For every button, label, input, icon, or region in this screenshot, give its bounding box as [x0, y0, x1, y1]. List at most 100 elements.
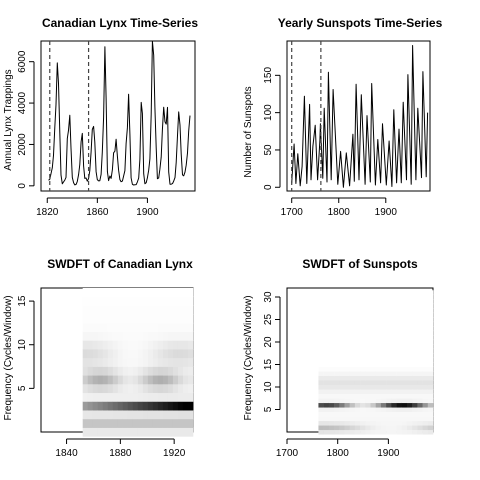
heatmap-cell: [422, 348, 429, 354]
heatmap-cell: [365, 416, 371, 422]
y-tick-label: 0: [263, 184, 274, 190]
heatmap-cell: [323, 420, 330, 426]
heatmap-cell: [172, 296, 179, 306]
heatmap-cell: [380, 384, 387, 390]
heatmap-cell: [417, 321, 423, 327]
heatmap-cell: [323, 425, 330, 431]
heatmap-cell: [318, 371, 324, 377]
heatmap-cell: [344, 362, 350, 368]
heatmap-cell: [391, 416, 397, 422]
heatmap-cell: [122, 349, 129, 359]
heatmap-cell: [386, 384, 392, 390]
heatmap-cell: [334, 362, 340, 368]
heatmap-cell: [102, 340, 109, 350]
heatmap-cell: [354, 411, 361, 417]
heatmap-cell: [82, 314, 89, 324]
heatmap-cell: [365, 362, 371, 368]
heatmap-cell: [323, 326, 330, 332]
heatmap-cell: [328, 411, 335, 417]
heatmap-cell: [422, 420, 429, 426]
heatmap-cell: [380, 362, 387, 368]
heatmap-cell: [344, 393, 350, 399]
heatmap-cell: [112, 296, 119, 306]
heatmap-cell: [142, 288, 149, 298]
heatmap-cell: [177, 375, 184, 385]
heatmap-cell: [427, 425, 434, 431]
heatmap-cell: [344, 303, 350, 309]
heatmap-cell: [147, 314, 154, 324]
heatmap-cell: [92, 375, 99, 385]
heatmap-cell: [318, 366, 324, 372]
heatmap-cell: [417, 375, 423, 381]
heatmap-cell: [87, 375, 94, 385]
heatmap-cell: [167, 401, 174, 411]
heatmap-cell: [360, 366, 366, 372]
heatmap-cell: [328, 308, 335, 314]
heatmap-cell: [102, 401, 109, 411]
heatmap-cell: [349, 416, 356, 422]
heatmap-cell: [112, 349, 119, 359]
heatmap-cell: [112, 427, 119, 437]
heatmap-cell: [182, 340, 189, 350]
heatmap-cell: [328, 402, 335, 408]
heatmap-cell: [334, 389, 340, 395]
heatmap-cell: [152, 314, 159, 324]
heatmap-cell: [354, 339, 361, 345]
heatmap-cell: [360, 429, 366, 435]
heatmap-cell: [344, 398, 350, 404]
heatmap-cell: [172, 357, 179, 367]
heatmap-cell: [318, 326, 324, 332]
heatmap-cell: [132, 314, 139, 324]
heatmap-cell: [427, 312, 434, 318]
heatmap-cell: [365, 357, 371, 363]
heatmap-cell: [92, 314, 99, 324]
heatmap-cell: [344, 357, 350, 363]
heatmap-cell: [323, 330, 330, 336]
heatmap-cell: [417, 299, 423, 305]
heatmap-cell: [162, 427, 169, 437]
heatmap-cell: [323, 344, 330, 350]
heatmap-cell: [328, 429, 335, 435]
heatmap-cell: [412, 375, 418, 381]
heatmap-cell: [401, 299, 408, 305]
heatmap-cell: [396, 407, 403, 413]
heatmap-cell: [137, 322, 144, 332]
lynx-ts-plot-frame: [40, 40, 196, 192]
heatmap-cell: [152, 322, 159, 332]
heatmap-cell: [318, 425, 324, 431]
heatmap-cell: [323, 339, 330, 345]
heatmap-cell: [422, 389, 429, 395]
heatmap-cell: [323, 312, 330, 318]
heatmap-cell: [117, 349, 124, 359]
heatmap-cell: [349, 299, 356, 305]
heatmap-cell: [412, 425, 418, 431]
heatmap-cell: [349, 380, 356, 386]
heatmap-cell: [87, 314, 94, 324]
heatmap-cell: [365, 344, 371, 350]
heatmap-cell: [339, 317, 345, 323]
heatmap-cell: [396, 402, 403, 408]
heatmap-cell: [406, 335, 413, 341]
heatmap-cell: [117, 296, 124, 306]
heatmap-cell: [112, 288, 119, 298]
heatmap-cell: [427, 429, 434, 435]
heatmap-cell: [339, 299, 345, 305]
heatmap-cell: [127, 375, 134, 385]
heatmap-cell: [82, 322, 89, 332]
heatmap-cell: [406, 371, 413, 377]
heatmap-cell: [318, 321, 324, 327]
heatmap-cell: [412, 330, 418, 336]
heatmap-cell: [349, 312, 356, 318]
heatmap-cell: [412, 380, 418, 386]
heatmap-cell: [391, 380, 397, 386]
heatmap-cell: [349, 317, 356, 323]
heatmap-cell: [107, 349, 114, 359]
heatmap-cell: [401, 407, 408, 413]
heatmap-cell: [422, 380, 429, 386]
heatmap-cell: [167, 331, 174, 341]
heatmap-cell: [117, 418, 124, 428]
heatmap-cell: [334, 398, 340, 404]
heatmap-cell: [157, 288, 164, 298]
heatmap-cell: [344, 389, 350, 395]
heatmap-cell: [375, 371, 382, 377]
